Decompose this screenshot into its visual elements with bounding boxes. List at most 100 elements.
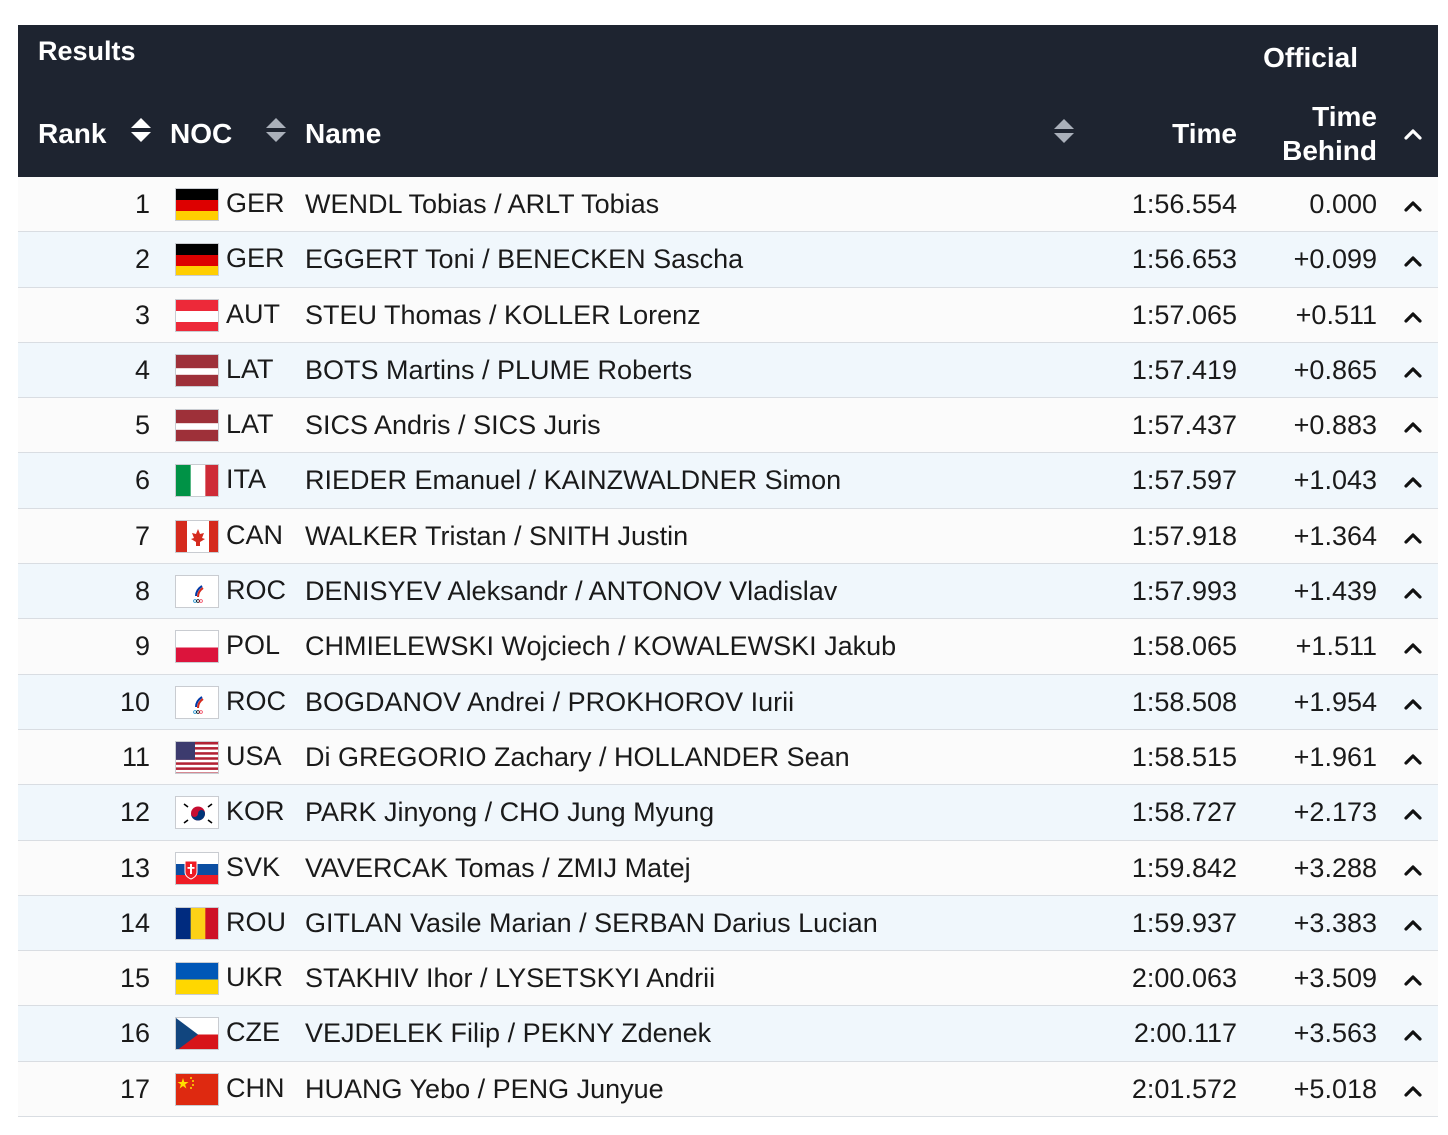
expand-row-chevron-up-icon[interactable] — [1404, 639, 1422, 657]
table-row[interactable]: 16 CZE VEJDELEK Filip / PEKNY Zdenek 2:00.1… — [18, 1006, 1438, 1062]
expand-row-chevron-up-icon[interactable] — [1404, 363, 1422, 381]
time-cell: 1:58.727 — [1131, 797, 1237, 828]
time-behind-cell: +3.383 — [1293, 907, 1377, 938]
table-row[interactable]: 12 KOR PARK Jinyong / CHO Jung Myung 1:58.7… — [18, 785, 1438, 841]
flag-icon-roc — [175, 685, 219, 719]
rank-cell: 3 — [134, 299, 150, 330]
athlete-names-cell: BOGDANOV Andrei / PROKHOROV Iurii — [305, 686, 795, 717]
athlete-names-cell: VEJDELEK Filip / PEKNY Zdenek — [305, 1018, 712, 1049]
expand-row-chevron-up-icon[interactable] — [1404, 916, 1422, 934]
athlete-names-cell: WENDL Tobias / ARLT Tobias — [305, 189, 660, 219]
time-cell: 1:56.554 — [1131, 189, 1237, 219]
rank-cell: 6 — [134, 465, 150, 496]
time-cell: 2:01.572 — [1131, 1073, 1237, 1104]
athlete-names-cell: PARK Jinyong / CHO Jung Myung — [305, 797, 715, 828]
table-row[interactable]: 5 LAT SICS Andris / SICS Juris 1:57.437 +0.8… — [18, 398, 1438, 454]
athlete-names-cell: SICS Andris / SICS Juris — [305, 410, 601, 441]
noc-cell: KOR — [226, 796, 285, 827]
table-row[interactable]: 10 ROC BOGDANOV Andrei / PROKHOROV Iurii 1:… — [18, 674, 1438, 730]
table-row[interactable]: 17 CHN HUANG Yebo / PENG Junyue 2:01.572 +5.… — [18, 1061, 1438, 1118]
noc-sort-icon[interactable] — [266, 118, 286, 144]
time-cell: 2:00.117 — [1133, 1018, 1237, 1049]
flag-icon-cze — [175, 1017, 219, 1051]
expand-row-chevron-up-icon[interactable] — [1404, 473, 1422, 491]
time-behind-cell: +1.954 — [1293, 686, 1377, 717]
expand-row-chevron-up-icon[interactable] — [1404, 197, 1422, 215]
rank-cell: 10 — [119, 686, 150, 717]
rank-cell: 13 — [119, 852, 150, 883]
time-column-header: Time — [1172, 118, 1237, 149]
expand-row-chevron-up-icon[interactable] — [1404, 861, 1422, 879]
time-behind-cell: +1.961 — [1293, 741, 1377, 772]
expand-row-chevron-up-icon[interactable] — [1404, 805, 1422, 823]
time-behind-cell: +0.099 — [1293, 244, 1377, 275]
expand-row-chevron-up-icon[interactable] — [1404, 418, 1422, 436]
expand-row-chevron-up-icon[interactable] — [1404, 750, 1422, 768]
expand-row-chevron-up-icon[interactable] — [1404, 252, 1422, 270]
table-row[interactable]: 2 GER EGGERT Toni / BENECKEN Sascha 1:56.65… — [18, 232, 1438, 288]
table-header: Results Official Rank NOC Name Time Time… — [18, 25, 1438, 177]
rank-sort-icon[interactable] — [131, 118, 151, 144]
table-row[interactable]: 1 GER WENDL Tobias / ARLT Tobias 1:56.554 0.… — [18, 177, 1438, 233]
expand-row-chevron-up-icon[interactable] — [1404, 308, 1422, 326]
table-row[interactable]: 13 SVK VAVERCAK Tomas / ZMIJ Matej 1:59.842… — [18, 840, 1438, 896]
time-behind-cell: +3.563 — [1293, 1018, 1377, 1049]
flag-icon-pol — [175, 630, 219, 664]
rank-cell: 16 — [119, 1018, 150, 1049]
table-row[interactable]: 7 CAN WALKER Tristan / SNITH Justin 1:57.91… — [18, 508, 1438, 565]
expand-row-chevron-up-icon[interactable] — [1404, 971, 1422, 989]
time-behind-cell: +3.509 — [1293, 963, 1377, 994]
time-cell: 1:58.065 — [1131, 631, 1237, 662]
athlete-names-cell: Di GREGORIO Zachary / HOLLANDER Sean — [305, 741, 850, 772]
table-row[interactable]: 4 LAT BOTS Martins / PLUME Roberts 1:57.419… — [18, 342, 1438, 399]
table-row[interactable]: 3 AUT STEU Thomas / KOLLER Lorenz 1:57.065 +… — [18, 287, 1438, 343]
table-row[interactable]: 6 ITA RIEDER Emanuel / KAINZWALDNER Simon 1… — [18, 453, 1438, 509]
time-cell: 1:57.918 — [1131, 520, 1237, 551]
time-cell: 1:58.508 — [1131, 686, 1237, 717]
noc-cell: CAN — [226, 519, 284, 550]
expand-row-chevron-up-icon[interactable] — [1404, 529, 1422, 547]
noc-cell: AUT — [226, 298, 280, 329]
table-row[interactable]: 14 ROU GITLAN Vasile Marian / SERBAN Dariu… — [18, 895, 1438, 952]
noc-cell: ITA — [226, 464, 266, 495]
noc-column-header[interactable]: NOC — [170, 118, 233, 149]
athlete-names-cell: BOTS Martins / PLUME Roberts — [305, 354, 693, 385]
rank-cell: 5 — [134, 410, 150, 441]
table-row[interactable]: 11 USA Di GREGORIO Zachary / HOLLANDER Sea… — [18, 729, 1438, 786]
expand-row-chevron-up-icon[interactable] — [1404, 1026, 1422, 1044]
table-row[interactable]: 9 POL CHMIELEWSKI Wojciech / KOWALEWSKI Ja… — [18, 619, 1438, 675]
time-cell: 2:00.063 — [1131, 963, 1237, 994]
name-sort-icon[interactable] — [1054, 119, 1074, 145]
flag-icon-ita — [175, 464, 219, 498]
expand-row-chevron-up-icon[interactable] — [1404, 584, 1422, 602]
flag-icon-usa — [175, 740, 219, 774]
table-row[interactable]: 15 UKR STAKHIV Ihor / LYSETSKYI Andrii 2:00… — [18, 951, 1438, 1007]
athlete-names-cell: RIEDER Emanuel / KAINZWALDNER Simon — [305, 465, 842, 496]
noc-cell: LAT — [226, 353, 274, 384]
time-cell: 1:57.597 — [1131, 465, 1237, 496]
collapse-all-chevron-up-icon[interactable] — [1404, 125, 1422, 143]
flag-icon-ger — [175, 243, 219, 277]
rank-column-header[interactable]: Rank — [38, 118, 107, 149]
time-behind-cell: +0.865 — [1293, 354, 1377, 385]
athlete-names-cell: VAVERCAK Tomas / ZMIJ Matej — [305, 852, 691, 883]
rank-cell: 11 — [121, 741, 150, 772]
time-cell: 1:57.437 — [1131, 410, 1237, 441]
rank-cell: 12 — [119, 797, 150, 828]
flag-icon-roc — [175, 575, 219, 609]
expand-row-chevron-up-icon[interactable] — [1404, 1082, 1422, 1100]
rank-cell: 7 — [134, 520, 150, 551]
noc-cell: POL — [226, 630, 281, 661]
time-cell: 1:58.515 — [1131, 741, 1237, 772]
expand-row-chevron-up-icon[interactable] — [1404, 695, 1422, 713]
flag-icon-can — [175, 519, 219, 553]
official-status: Official — [1263, 42, 1358, 73]
flag-icon-ger — [175, 188, 219, 221]
name-column-header[interactable]: Name — [305, 118, 382, 149]
results-table: Results Official Rank NOC Name Time Time… — [18, 25, 1438, 1118]
time-behind-cell: +1.043 — [1293, 465, 1377, 496]
table-row[interactable]: 8 ROC DENISYEV Aleksandr / ANTONOV Vladisl… — [18, 564, 1438, 620]
time-behind-header-line2: Behind — [1282, 135, 1377, 166]
time-cell: 1:57.993 — [1131, 576, 1237, 607]
athlete-names-cell: WALKER Tristan / SNITH Justin — [305, 520, 689, 551]
